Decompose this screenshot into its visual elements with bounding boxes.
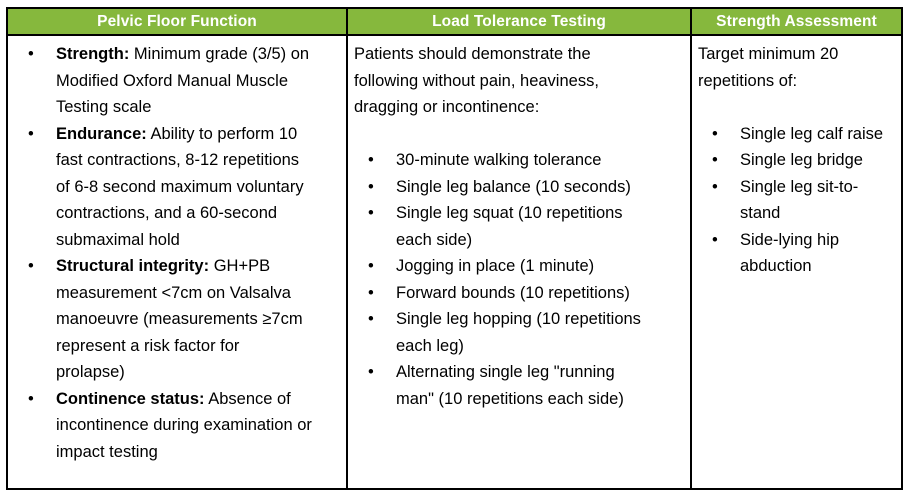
criteria-label: Endurance: [56, 124, 147, 143]
criteria-item: Continence status: Absence of incontinen… [28, 386, 312, 466]
criteria-text: Minimum grade (3/5) on Modified Oxford M… [56, 45, 310, 116]
pelvic-floor-criteria-list: Strength: Minimum grade (3/5) on Modifie… [14, 41, 342, 465]
readiness-criteria-table: Pelvic Floor Function Load Tolerance Tes… [6, 7, 903, 490]
criteria-label: Strength: [56, 45, 130, 63]
header-pelvic-floor-function: Pelvic Floor Function [8, 9, 346, 36]
exercise-item: Side-lying hip abduction [712, 227, 895, 280]
criteria-text: Ability to perform 10 fast contractions,… [56, 124, 304, 249]
test-item: Forward bounds (10 repetitions) [368, 280, 652, 307]
test-item: Single leg squat (10 repetitions each si… [368, 200, 652, 253]
criteria-item: Strength: Minimum grade (3/5) on Modifie… [28, 41, 312, 121]
test-item: 30-minute walking tolerance [368, 147, 652, 174]
criteria-text: Absence of incontinence during examinati… [56, 389, 312, 461]
test-item: Single leg hopping (10 repetitions each … [368, 306, 652, 359]
strength-assessment-intro: Target minimum 20 repetitions of: [698, 45, 839, 90]
strength-assessment-cell: Target minimum 20 repetitions of: Single… [690, 36, 901, 488]
load-tolerance-test-list: 30-minute walking tolerance Single leg b… [354, 147, 686, 412]
header-load-tolerance-testing: Load Tolerance Testing [346, 9, 690, 36]
criteria-label: Structural integrity: [56, 257, 210, 275]
load-tolerance-testing-cell: Patients should demonstrate the followin… [346, 36, 690, 488]
strength-exercise-list: Single leg calf raise Single leg bridge … [698, 121, 897, 280]
criteria-label: Continence status: [56, 389, 205, 408]
test-item: Jogging in place (1 minute) [368, 253, 652, 280]
criteria-item: Endurance: Ability to perform 10 fast co… [28, 121, 312, 254]
header-strength-assessment: Strength Assessment [690, 9, 901, 36]
criteria-text: GH+PB measurement <7cm on Valsalva manoe… [56, 257, 303, 381]
pelvic-floor-function-cell: Strength: Minimum grade (3/5) on Modifie… [8, 36, 346, 488]
load-tolerance-intro: Patients should demonstrate the followin… [354, 45, 599, 116]
test-item: Single leg balance (10 seconds) [368, 174, 652, 201]
criteria-item: Structural integrity: GH+PB measurement … [28, 253, 312, 386]
exercise-item: Single leg calf raise [712, 121, 895, 148]
exercise-item: Single leg sit-to-stand [712, 174, 895, 227]
test-item: Alternating single leg "running man" (10… [368, 359, 652, 412]
exercise-item: Single leg bridge [712, 147, 895, 174]
